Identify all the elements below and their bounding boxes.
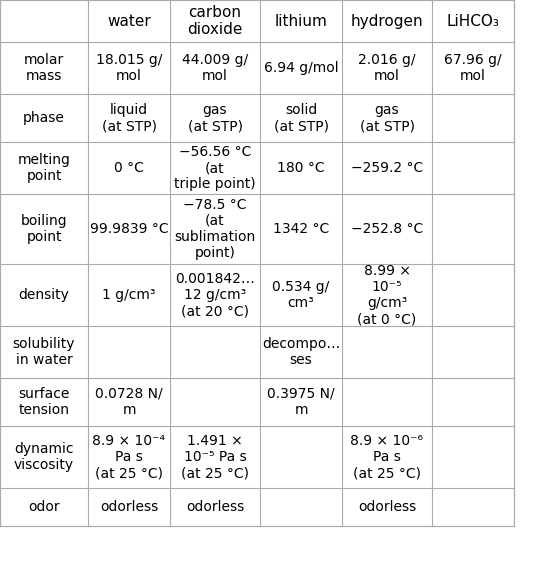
- Text: −56.56 °C
(at
triple point): −56.56 °C (at triple point): [174, 145, 256, 191]
- Text: 99.9839 °C: 99.9839 °C: [90, 222, 168, 236]
- Text: odor: odor: [28, 500, 60, 514]
- Text: −252.8 °C: −252.8 °C: [351, 222, 423, 236]
- Text: LiHCO₃: LiHCO₃: [447, 13, 500, 28]
- Text: −259.2 °C: −259.2 °C: [351, 161, 423, 175]
- Text: surface
tension: surface tension: [19, 387, 70, 417]
- Text: phase: phase: [23, 111, 65, 125]
- Text: 0.001842…
12 g/cm³
(at 20 °C): 0.001842… 12 g/cm³ (at 20 °C): [175, 272, 255, 318]
- Text: 1.491 ×
10⁻⁵ Pa s
(at 25 °C): 1.491 × 10⁻⁵ Pa s (at 25 °C): [181, 434, 249, 480]
- Text: 8.9 × 10⁻⁴
Pa s
(at 25 °C): 8.9 × 10⁻⁴ Pa s (at 25 °C): [92, 434, 165, 480]
- Text: 180 °C: 180 °C: [277, 161, 325, 175]
- Text: molar
mass: molar mass: [24, 53, 64, 83]
- Text: lithium: lithium: [275, 13, 328, 28]
- Text: liquid
(at STP): liquid (at STP): [102, 103, 157, 133]
- Text: dynamic
viscosity: dynamic viscosity: [14, 442, 74, 472]
- Text: 1 g/cm³: 1 g/cm³: [102, 288, 156, 302]
- Text: melting
point: melting point: [17, 153, 70, 183]
- Text: 44.009 g/
mol: 44.009 g/ mol: [182, 53, 248, 83]
- Text: water: water: [107, 13, 151, 28]
- Text: decompo…
ses: decompo… ses: [262, 337, 340, 367]
- Text: 8.99 ×
10⁻⁵
g/cm³
(at 0 °C): 8.99 × 10⁻⁵ g/cm³ (at 0 °C): [358, 263, 417, 327]
- Text: gas
(at STP): gas (at STP): [187, 103, 242, 133]
- Text: boiling
point: boiling point: [21, 214, 67, 244]
- Text: 0.534 g/
cm³: 0.534 g/ cm³: [272, 280, 330, 310]
- Text: −78.5 °C
(at
sublimation
point): −78.5 °C (at sublimation point): [174, 197, 256, 261]
- Text: gas
(at STP): gas (at STP): [359, 103, 414, 133]
- Text: 2.016 g/
mol: 2.016 g/ mol: [358, 53, 416, 83]
- Text: density: density: [19, 288, 69, 302]
- Text: 0.0728 N/
m: 0.0728 N/ m: [95, 387, 163, 417]
- Text: odorless: odorless: [186, 500, 244, 514]
- Text: hydrogen: hydrogen: [351, 13, 423, 28]
- Text: 0.3975 N/
m: 0.3975 N/ m: [267, 387, 335, 417]
- Text: 67.96 g/
mol: 67.96 g/ mol: [444, 53, 502, 83]
- Text: 0 °C: 0 °C: [114, 161, 144, 175]
- Text: 6.94 g/mol: 6.94 g/mol: [264, 61, 339, 75]
- Text: odorless: odorless: [100, 500, 158, 514]
- Text: carbon
dioxide: carbon dioxide: [187, 5, 242, 37]
- Text: odorless: odorless: [358, 500, 416, 514]
- Text: 18.015 g/
mol: 18.015 g/ mol: [96, 53, 162, 83]
- Text: solid
(at STP): solid (at STP): [274, 103, 329, 133]
- Text: solubility
in water: solubility in water: [13, 337, 75, 367]
- Text: 8.9 × 10⁻⁶
Pa s
(at 25 °C): 8.9 × 10⁻⁶ Pa s (at 25 °C): [351, 434, 424, 480]
- Text: 1342 °C: 1342 °C: [273, 222, 329, 236]
